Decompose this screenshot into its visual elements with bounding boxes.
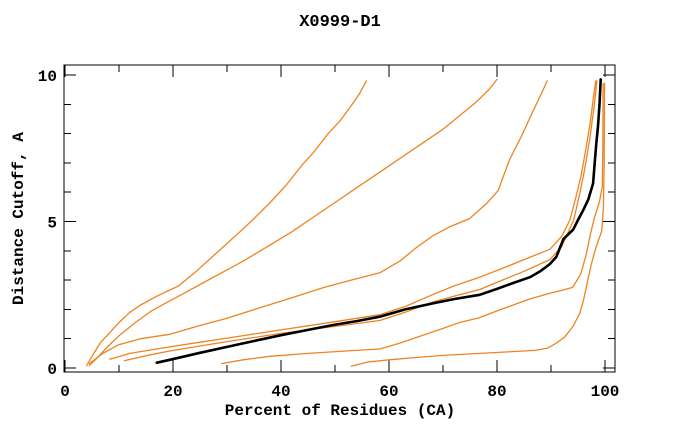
curve-model-6 (220, 83, 604, 365)
x-tick-label: 0 (60, 383, 70, 401)
y-axis-label: Distance Cutoff, A (10, 132, 28, 305)
x-tick-label: 60 (379, 383, 398, 401)
curve-model-7 (350, 82, 606, 367)
curve-model-1 (85, 80, 367, 367)
curve-model-3 (88, 80, 548, 365)
y-tick-label: 0 (47, 361, 57, 379)
curve-highlighted-model (155, 78, 603, 365)
curve-model-2 (88, 78, 498, 367)
x-axis-label: Percent of Residues (CA) (224, 402, 456, 420)
curve-model-5 (123, 80, 598, 362)
plot-frame (63, 64, 616, 373)
x-tick-label: 100 (591, 383, 620, 401)
y-tick-label: 10 (38, 68, 57, 86)
curve-model-4 (109, 80, 597, 360)
x-tick-label: 40 (271, 383, 290, 401)
y-tick-label: 5 (47, 215, 57, 233)
chart-title: X0999-D1 (299, 13, 381, 32)
x-tick-label: 20 (163, 383, 182, 401)
x-tick-label: 80 (487, 383, 506, 401)
